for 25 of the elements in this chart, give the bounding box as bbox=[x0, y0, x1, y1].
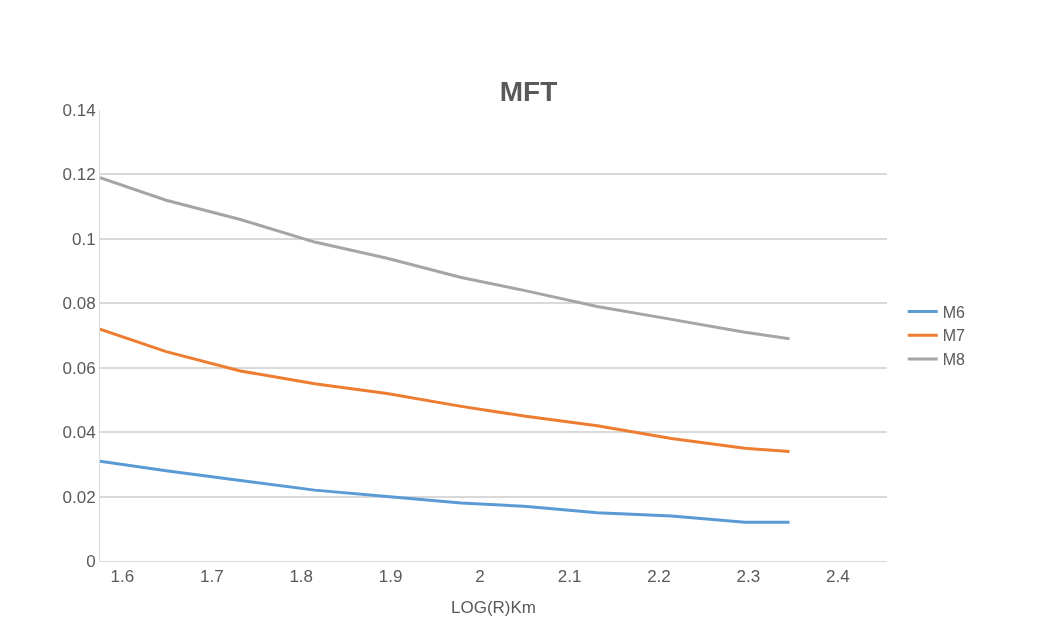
x-tick-label: 1.7 bbox=[199, 567, 224, 587]
line-series bbox=[100, 327, 792, 453]
chart-title: MFT bbox=[499, 75, 558, 107]
legend-label: M6 bbox=[942, 303, 966, 321]
x-tick-label: 2.2 bbox=[647, 567, 671, 587]
y-tick-label: 0.12 bbox=[62, 165, 96, 185]
legend-label: M7 bbox=[942, 327, 966, 345]
line-series bbox=[100, 459, 792, 524]
y-tick-label: 0 bbox=[86, 551, 96, 571]
x-axis-title: LOG(R)Km bbox=[451, 597, 536, 617]
legend-label: M8 bbox=[942, 351, 966, 369]
y-tick-label: 0.02 bbox=[62, 487, 96, 507]
x-tick-label: 2 bbox=[475, 567, 485, 587]
y-tick-label: 0.04 bbox=[62, 423, 96, 443]
x-tick-label: 1.6 bbox=[110, 567, 135, 587]
y-tick-label: 0.06 bbox=[62, 358, 96, 378]
y-tick-label: 0.1 bbox=[71, 229, 96, 249]
y-tick-label: 0.14 bbox=[62, 100, 96, 120]
y-tick-label: 0.08 bbox=[62, 294, 96, 314]
x-tick-label: 2.4 bbox=[825, 567, 850, 587]
line-series bbox=[100, 176, 792, 341]
x-tick-label: 2.3 bbox=[736, 567, 761, 587]
x-tick-label: 2.1 bbox=[557, 567, 582, 587]
x-tick-label: 1.8 bbox=[289, 567, 314, 587]
x-tick-label: 1.9 bbox=[378, 567, 403, 587]
